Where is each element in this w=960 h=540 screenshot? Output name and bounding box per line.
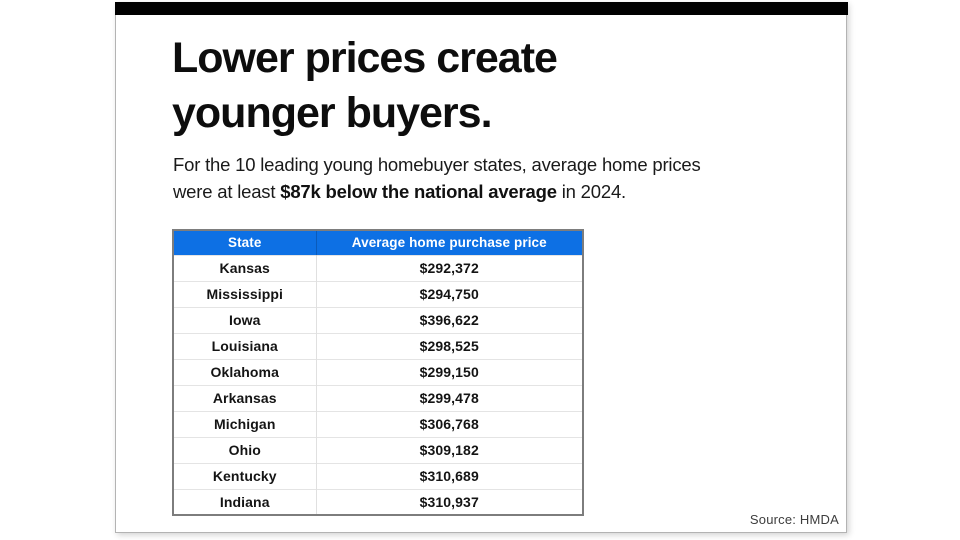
table-header: State Average home purchase price bbox=[173, 230, 583, 255]
state-cell: Indiana bbox=[173, 488, 316, 515]
price-cell: $396,622 bbox=[315, 306, 583, 333]
state-cell: Kansas bbox=[173, 254, 316, 281]
state-cell: Kentucky bbox=[173, 462, 316, 489]
table-row: Kansas $292,372 bbox=[173, 254, 583, 281]
table-row: Michigan $306,768 bbox=[173, 410, 583, 437]
subtitle-text-post: in 2024. bbox=[556, 181, 626, 202]
state-cell: Michigan bbox=[173, 410, 316, 437]
price-cell: $299,478 bbox=[315, 384, 583, 411]
state-cell: Louisiana bbox=[173, 332, 316, 359]
table-row: Iowa $396,622 bbox=[173, 306, 583, 333]
infographic-card: Lower prices create younger buyers. For … bbox=[115, 2, 848, 533]
subtitle-text-pre: For the 10 leading young homebuyer state… bbox=[173, 154, 701, 202]
price-cell: $292,372 bbox=[315, 254, 583, 281]
state-cell: Mississippi bbox=[173, 280, 316, 307]
price-cell: $298,525 bbox=[315, 332, 583, 359]
price-cell: $306,768 bbox=[315, 410, 583, 437]
table-row: Indiana $310,937 bbox=[173, 488, 583, 515]
table-row: Ohio $309,182 bbox=[173, 436, 583, 463]
price-cell: $310,689 bbox=[315, 462, 583, 489]
table-body: Kansas $292,372 Mississippi $294,750 Iow… bbox=[173, 254, 583, 515]
data-table-wrapper: State Average home purchase price Kansas… bbox=[172, 229, 584, 516]
state-cell: Arkansas bbox=[173, 384, 316, 411]
table-row: Oklahoma $299,150 bbox=[173, 358, 583, 385]
table-row: Arkansas $299,478 bbox=[173, 384, 583, 411]
state-cell: Oklahoma bbox=[173, 358, 316, 385]
column-header-price: Average home purchase price bbox=[315, 230, 583, 255]
home-price-table: State Average home purchase price Kansas… bbox=[172, 229, 584, 516]
subtitle: For the 10 leading young homebuyer state… bbox=[173, 151, 733, 205]
state-cell: Ohio bbox=[173, 436, 316, 463]
state-cell: Iowa bbox=[173, 306, 316, 333]
price-cell: $299,150 bbox=[315, 358, 583, 385]
subtitle-text-bold: $87k below the national average bbox=[280, 181, 557, 202]
price-cell: $309,182 bbox=[315, 436, 583, 463]
page-title: Lower prices create younger buyers. bbox=[172, 31, 792, 141]
price-cell: $294,750 bbox=[315, 280, 583, 307]
price-cell: $310,937 bbox=[315, 488, 583, 515]
source-credit: Source: HMDA bbox=[749, 512, 839, 527]
table-row: Kentucky $310,689 bbox=[173, 462, 583, 489]
top-accent-bar bbox=[115, 2, 848, 15]
table-row: Louisiana $298,525 bbox=[173, 332, 583, 359]
page-title-line-1: Lower prices create bbox=[172, 34, 558, 82]
page-title-line-2: younger buyers. bbox=[172, 89, 493, 137]
column-header-state: State bbox=[173, 230, 316, 255]
table-row: Mississippi $294,750 bbox=[173, 280, 583, 307]
